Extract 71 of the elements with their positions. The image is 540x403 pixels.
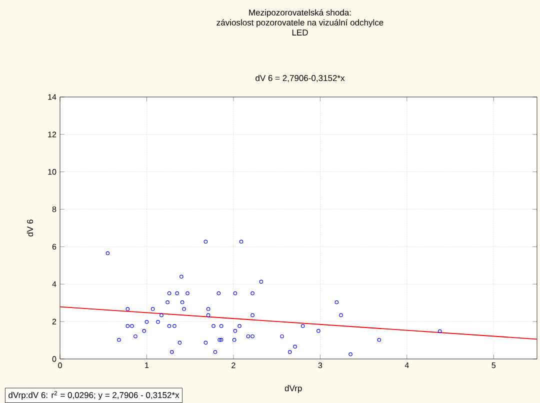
point	[160, 313, 164, 318]
y-tick-label: 14	[48, 94, 56, 100]
point	[233, 291, 238, 296]
point	[172, 324, 176, 328]
point	[316, 329, 320, 333]
y-tick-label: 2	[52, 318, 56, 324]
point	[288, 350, 292, 354]
point	[204, 340, 208, 345]
x-tick-label: 2	[232, 362, 236, 368]
x-axis-title: dVrp	[284, 385, 302, 393]
point	[180, 274, 184, 279]
point	[175, 291, 179, 296]
point	[218, 338, 222, 342]
point	[259, 280, 264, 284]
point	[126, 324, 130, 328]
y-tick-label: 8	[52, 206, 56, 212]
x-tick-label: 1	[145, 362, 149, 368]
point	[233, 329, 238, 333]
point	[204, 240, 208, 244]
y-tick-label: 12	[48, 132, 56, 138]
point	[180, 300, 184, 304]
point	[186, 291, 190, 296]
point	[213, 350, 218, 354]
point	[144, 320, 149, 324]
point	[167, 324, 172, 328]
point	[377, 338, 382, 342]
point	[130, 324, 134, 328]
point	[167, 291, 172, 296]
point	[232, 338, 236, 342]
point	[126, 307, 130, 311]
point	[178, 340, 182, 345]
x-tick-label: 3	[318, 362, 322, 368]
point	[206, 313, 210, 318]
chart-title: Mezipozorovatelská shoda: závioslost pozorovatele na vizuální odchylce LED	[216, 9, 384, 36]
point	[438, 329, 442, 334]
point	[250, 313, 254, 318]
y-axis-title: dV 6	[26, 220, 34, 236]
point	[142, 329, 146, 333]
point	[334, 300, 339, 304]
y-tick-label: 6	[52, 244, 56, 250]
point	[219, 338, 224, 342]
point	[117, 338, 121, 342]
point	[293, 344, 297, 349]
point	[134, 334, 138, 338]
point	[106, 251, 110, 256]
point	[339, 313, 343, 318]
point	[219, 324, 224, 328]
point	[170, 350, 174, 354]
point	[239, 240, 244, 244]
chart-subtitle: dV 6 = 2,7906-0,3152*x	[256, 74, 345, 82]
x-tick-label: 4	[404, 362, 409, 368]
point	[250, 291, 254, 296]
y-tick-label: 4	[52, 281, 56, 287]
point	[250, 334, 254, 338]
point	[238, 324, 242, 328]
point	[156, 320, 160, 324]
point	[182, 307, 186, 311]
point	[300, 324, 305, 328]
point	[348, 352, 352, 356]
text: dVrp:dV 6: r$^{2}$ = 0,0296; y = 2,7906 - 0,3152*x	[8, 391, 180, 400]
point	[166, 300, 170, 304]
point	[150, 307, 155, 311]
y-tick-label: 10	[48, 169, 56, 175]
point	[246, 334, 250, 338]
y-tick-label: 0	[52, 356, 56, 362]
point	[212, 324, 216, 328]
x-tick-label: 5	[492, 362, 496, 368]
point	[206, 307, 210, 311]
point	[280, 334, 284, 338]
point	[216, 291, 221, 296]
x-tick-label: 0	[58, 362, 62, 368]
